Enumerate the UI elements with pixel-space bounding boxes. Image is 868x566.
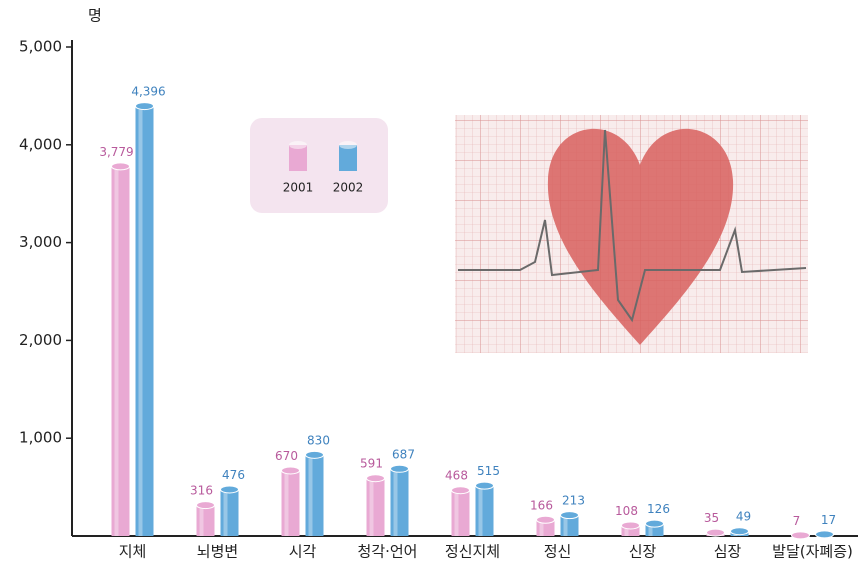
bar [621, 525, 640, 536]
bar-top [560, 511, 579, 520]
value-label: 4,396 [131, 85, 165, 99]
bar-top [451, 486, 470, 495]
value-label: 166 [530, 498, 553, 512]
bar [451, 490, 470, 536]
bar-top [536, 515, 555, 524]
bar [536, 519, 555, 536]
x-tick-label: 지체 [119, 543, 147, 561]
bar-top [475, 481, 494, 490]
legend-swatch [339, 145, 357, 171]
bar-top [111, 162, 130, 171]
value-label: 591 [360, 457, 383, 471]
value-label: 3,779 [99, 145, 133, 159]
bar-shade [308, 454, 313, 536]
y-tick-label: 4,000 [19, 135, 62, 153]
bar-shade [393, 468, 398, 536]
bar [281, 470, 300, 536]
x-tick-label: 청각·언어 [358, 543, 418, 561]
y-tick-label: 2,000 [19, 331, 62, 349]
x-tick-label: 발달(자폐증) [772, 543, 853, 561]
x-tick-label: 심장 [714, 543, 742, 561]
bar-shade [454, 490, 459, 536]
x-tick-label: 시각 [289, 543, 317, 561]
value-label: 49 [736, 510, 751, 524]
value-label: 670 [275, 449, 298, 463]
bar [196, 505, 215, 536]
bar [220, 489, 239, 536]
bar-shade [138, 106, 143, 536]
bar-shade [478, 485, 483, 536]
legend-box [250, 118, 388, 213]
bar [366, 478, 385, 536]
value-label: 35 [704, 511, 719, 525]
bar-top [366, 474, 385, 483]
bar-shade [369, 478, 374, 536]
heart-illustration [455, 115, 808, 353]
bar-top [305, 450, 324, 459]
value-label: 213 [562, 494, 585, 508]
x-tick-label: 뇌병변 [197, 543, 238, 561]
y-tick-label: 1,000 [19, 429, 62, 447]
bar-top [815, 530, 834, 539]
bar-top [281, 466, 300, 475]
bar [111, 166, 130, 536]
bar-shade [624, 525, 629, 536]
value-label: 687 [392, 447, 415, 461]
y-tick-label: 3,000 [19, 233, 62, 251]
bar-shade [114, 166, 119, 536]
value-label: 17 [821, 513, 836, 527]
x-tick-label: 정신 [544, 543, 572, 561]
value-label: 468 [445, 469, 468, 483]
bar [560, 515, 579, 536]
value-label: 515 [477, 464, 500, 478]
value-label: 476 [222, 468, 245, 482]
bar-top [220, 485, 239, 494]
legend-label: 2002 [333, 181, 364, 195]
bar-top [791, 531, 810, 540]
legend-label: 2001 [283, 181, 314, 195]
bar-shade [539, 519, 544, 536]
y-tick-label: 5,000 [19, 38, 62, 56]
bar-top [196, 501, 215, 510]
x-tick-label: 신장 [629, 543, 657, 561]
value-label: 830 [307, 433, 330, 447]
value-label: 7 [793, 514, 801, 528]
bar-shade [223, 489, 228, 536]
bar-top [621, 521, 640, 530]
bar-top [706, 528, 725, 537]
legend [250, 118, 388, 213]
bar [135, 106, 154, 536]
x-tick-label: 정신지체 [445, 543, 500, 561]
bar [305, 454, 324, 536]
legend-swatch [289, 145, 307, 171]
bar-top [730, 527, 749, 536]
value-label: 108 [615, 504, 638, 518]
value-label: 126 [647, 502, 670, 516]
bar [475, 485, 494, 536]
bar [390, 468, 409, 536]
bar-shade [648, 523, 653, 536]
value-label: 316 [190, 484, 213, 498]
y-axis-label: 명 [88, 7, 102, 25]
bar-shade [563, 515, 568, 536]
bar-shade [284, 470, 289, 536]
legend-swatch-top [289, 141, 307, 149]
legend-swatch-top [339, 141, 357, 149]
bar-top [645, 519, 664, 528]
bar-shade [199, 505, 204, 536]
bar-top [390, 464, 409, 473]
bar-top [135, 102, 154, 111]
